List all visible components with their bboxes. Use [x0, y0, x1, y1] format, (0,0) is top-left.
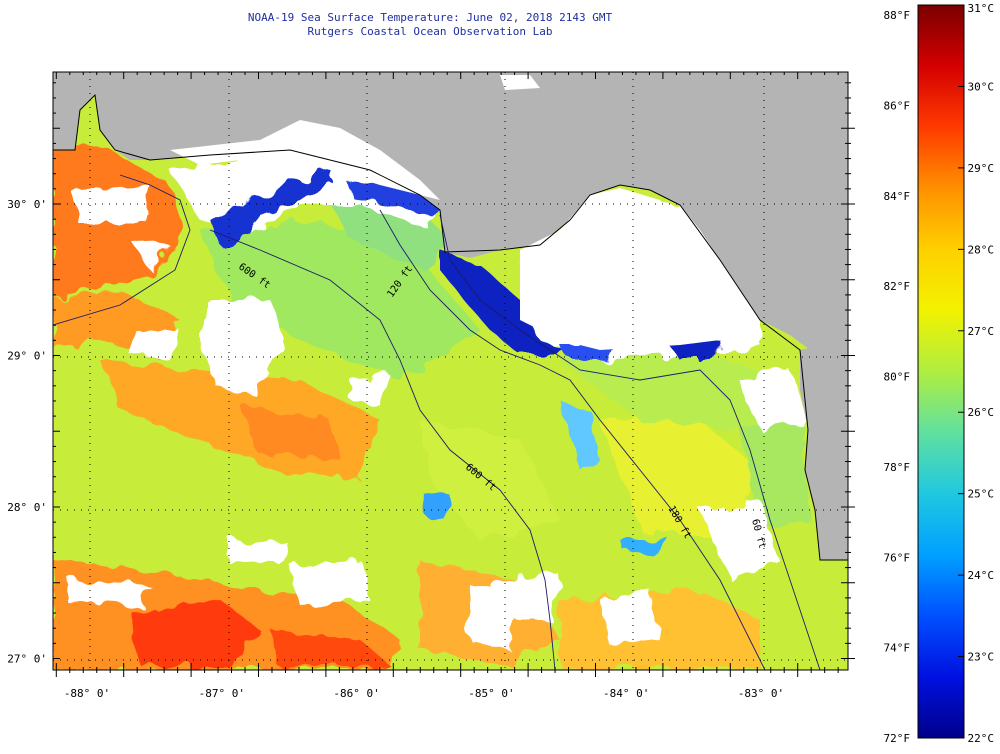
latitude-label: 28° 0' [7, 501, 47, 514]
colorbar-celsius-labels: 31°C 30°C 29°C 28°C 27°C 26°C 25°C 24°C 23°C 22°C [968, 2, 995, 745]
colorbar-c-label: 29°C [968, 162, 995, 175]
map-area: 600 ft 120 ft 600 ft 180 ft 60 ft [53, 72, 848, 670]
map-title: NOAA-19 Sea Surface Temperature: June 02… [247, 11, 613, 24]
colorbar-f-label: 72°F [884, 732, 911, 745]
land-masses [53, 72, 848, 560]
colorbar-f-label: 74°F [884, 642, 911, 655]
colorbar-c-label: 31°C [968, 2, 995, 15]
colorbar-c-label: 24°C [968, 569, 995, 582]
longitude-label: -86° 0' [333, 687, 379, 700]
longitude-labels: -88° 0' -87° 0' -86° 0' -85° 0' -84° 0' -83° … [64, 687, 784, 700]
colorbar-c-label: 26°C [968, 406, 995, 419]
isobath-lines [53, 174, 821, 670]
colorbar-c-label: 25°C [968, 488, 995, 501]
axis-ticks [53, 72, 855, 677]
colorbar-c-label: 30°C [968, 80, 995, 93]
longitude-label: -83° 0' [738, 687, 784, 700]
colorbar-f-label: 78°F [884, 461, 911, 474]
latitude-labels: 30° 0' 29° 0' 28° 0' 27° 0' [7, 198, 47, 666]
colorbar-f-label: 76°F [884, 551, 911, 564]
latitude-label: 29° 0' [7, 350, 47, 363]
colorbar-f-label: 86°F [884, 99, 911, 112]
isobath-180ft [379, 209, 766, 670]
latitude-label: 27° 0' [7, 653, 47, 666]
cold-coastal-water [210, 165, 720, 555]
longitude-label: -87° 0' [199, 687, 245, 700]
colorbar-c-label: 22°C [968, 732, 995, 745]
colorbar-f-label: 80°F [884, 371, 911, 384]
colorbar-c-label: 27°C [968, 325, 995, 338]
isobath-600ft-west [53, 174, 191, 326]
colorbar-f-label: 88°F [884, 9, 911, 22]
colorbar [917, 4, 965, 739]
isobath-600ft-east [209, 229, 556, 670]
longitude-label: -84° 0' [603, 687, 649, 700]
colorbar-ticks [958, 4, 964, 739]
longitude-label: -88° 0' [64, 687, 110, 700]
sst-temperature-field [53, 140, 810, 670]
coastline [53, 93, 848, 561]
colorbar-c-label: 28°C [968, 243, 995, 256]
colorbar-f-label: 82°F [884, 280, 911, 293]
isobath-60ft [439, 214, 821, 670]
latitude-label: 30° 0' [7, 198, 47, 211]
no-data-inland [170, 75, 750, 350]
colorbar-f-label: 84°F [884, 190, 911, 203]
longitude-label: -85° 0' [468, 687, 514, 700]
colorbar-c-label: 23°C [968, 651, 995, 664]
map-subtitle: Rutgers Coastal Ocean Observation Lab [307, 25, 553, 38]
colorbar-fahrenheit-labels: 88°F 86°F 84°F 82°F 80°F 78°F 76°F 74°F 72°F [884, 9, 911, 745]
